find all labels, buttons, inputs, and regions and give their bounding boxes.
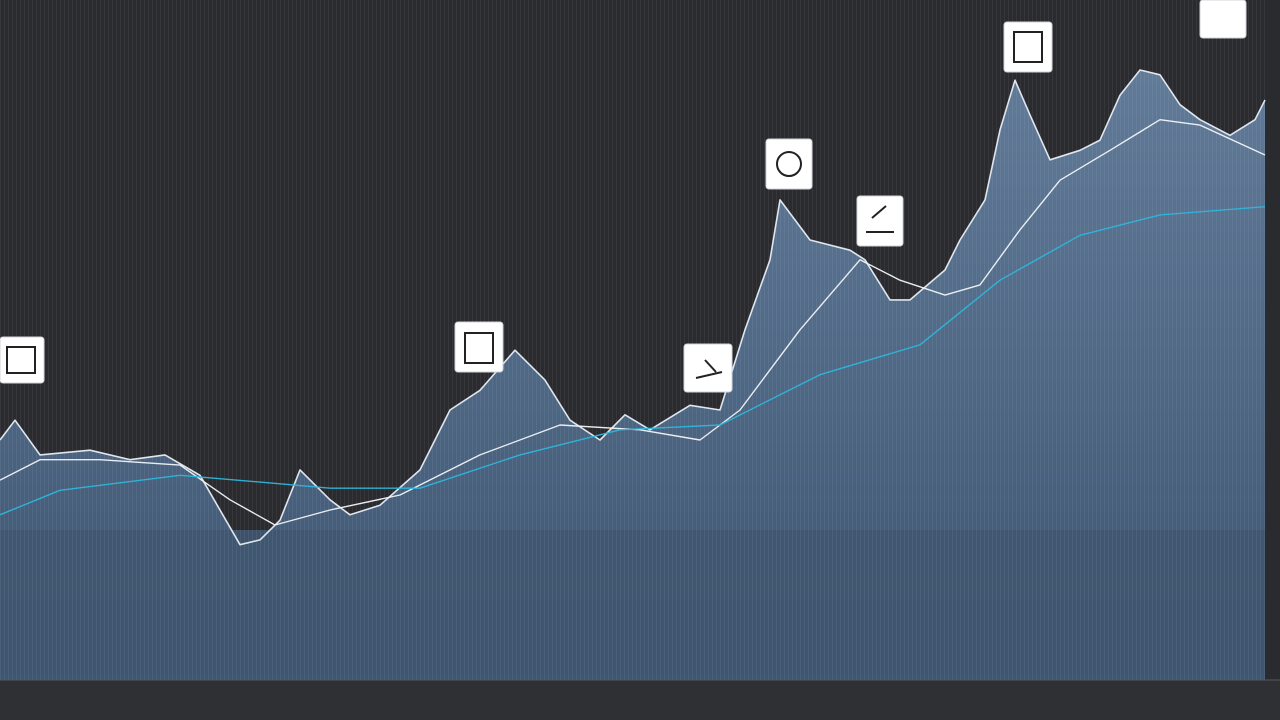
icon-glyph bbox=[776, 151, 802, 177]
icon-glyph bbox=[464, 332, 494, 364]
icon-box bbox=[856, 195, 904, 247]
icon-box bbox=[0, 336, 45, 384]
icon-glyph bbox=[1013, 31, 1043, 63]
stripes bbox=[0, 0, 1265, 680]
icon-box bbox=[1003, 21, 1053, 73]
icon-glyph bbox=[6, 346, 36, 374]
icons bbox=[0, 0, 1247, 393]
icon-glyph bbox=[866, 205, 894, 233]
icon-box bbox=[454, 321, 504, 373]
icon-box bbox=[1199, 0, 1247, 39]
icon-box bbox=[765, 138, 813, 190]
x-axis-strip bbox=[0, 680, 1280, 720]
series-line bbox=[0, 206, 1266, 516]
icon-glyphs bbox=[6, 31, 1043, 379]
icon-glyph bbox=[695, 359, 723, 379]
icon-box bbox=[683, 343, 733, 393]
